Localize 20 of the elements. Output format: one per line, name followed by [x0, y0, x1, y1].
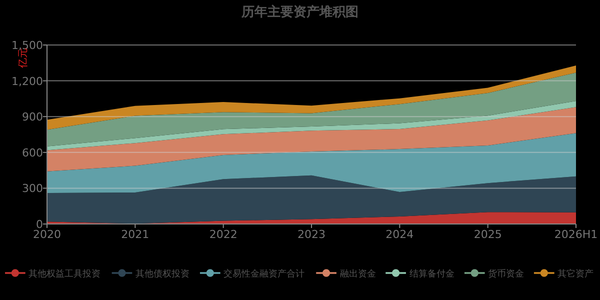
x-tick-label: 2022 [209, 228, 238, 241]
y-tick-label: 300 [22, 182, 43, 196]
x-tick-label: 2024 [386, 228, 414, 241]
legend-label: 其它资产 [558, 268, 594, 280]
chart-title: 历年主要资产堆积图 [240, 4, 358, 20]
x-tick-label: 2023 [298, 228, 326, 241]
legend-label: 其他债权投资 [136, 268, 190, 280]
y-tick-label: 600 [22, 146, 43, 160]
x-tick-label: 2026H1 [554, 228, 598, 241]
x-tick-label: 2025 [474, 228, 502, 241]
y-tick-label: 0 [36, 218, 43, 231]
legend-label: 货币资金 [488, 268, 524, 280]
y-tick-label: 1,200 [12, 74, 43, 88]
x-tick-label: 2021 [121, 228, 150, 241]
legend-label: 交易性金融资产合计 [224, 268, 305, 280]
legend-label: 结算备付金 [409, 268, 454, 280]
legend-label: 其他权益工具投资 [28, 268, 101, 280]
x-tick-label: 2020 [33, 228, 61, 241]
legend-label: 融出资金 [340, 268, 376, 280]
y-tick-label: 900 [22, 110, 43, 124]
